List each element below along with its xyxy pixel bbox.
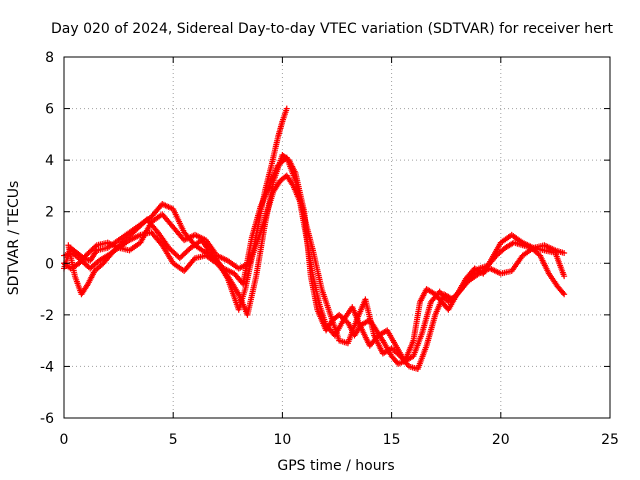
y-tick-label: 2: [45, 205, 54, 221]
y-tick-label: 6: [45, 102, 54, 118]
data-point: [561, 249, 568, 256]
y-axis-label: SDTVAR / TECUs: [6, 181, 22, 296]
x-ticks: 0 5 10 15 20 25: [60, 57, 619, 448]
y-ticks: -6 -4 -2 0 2 4 6 8: [40, 50, 610, 427]
y-tick-label: 4: [45, 153, 54, 169]
y-tick-label: 8: [45, 50, 54, 66]
x-tick-label: 15: [383, 432, 401, 448]
data-point: [560, 289, 567, 296]
x-tick-label: 10: [273, 432, 291, 448]
x-axis-label: GPS time / hours: [277, 458, 394, 474]
y-tick-label: -2: [40, 308, 54, 324]
data-point: [561, 291, 568, 298]
data-point: [92, 243, 99, 250]
x-tick-label: 20: [492, 432, 510, 448]
data-point: [283, 105, 290, 112]
data-points: [61, 105, 568, 373]
series-track-4: [61, 172, 568, 365]
chart-title: Day 020 of 2024, Sidereal Day-to-day VTE…: [51, 21, 613, 37]
x-tick-label: 0: [60, 432, 69, 448]
data-point: [561, 273, 568, 280]
y-tick-label: 0: [45, 256, 54, 272]
y-tick-label: -6: [40, 411, 54, 427]
y-tick-label: -4: [40, 359, 54, 375]
x-tick-label: 5: [169, 432, 178, 448]
x-tick-label: 25: [601, 432, 619, 448]
plot-frame: [63, 56, 611, 419]
